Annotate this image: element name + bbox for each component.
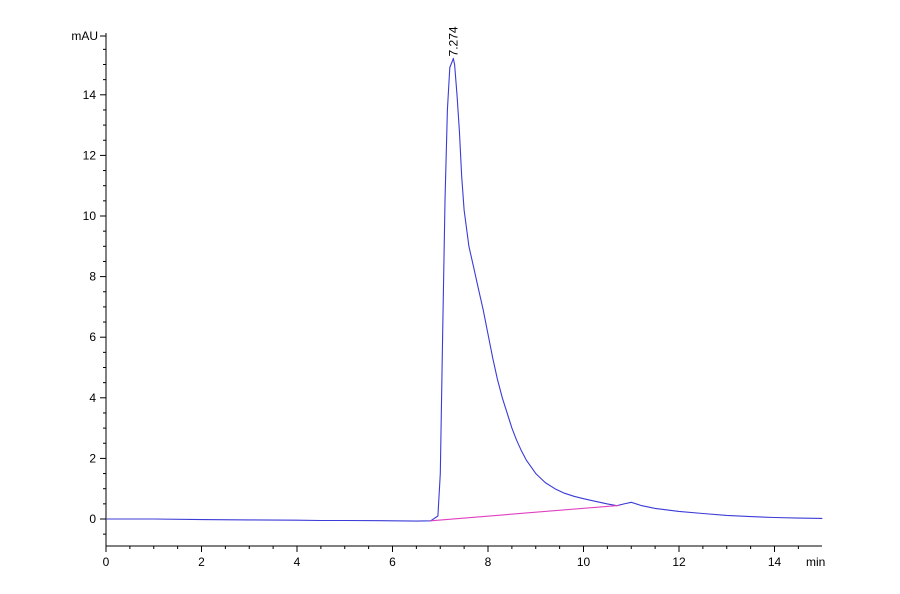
y-tick-label: 6 <box>89 330 96 344</box>
axes <box>105 33 822 547</box>
y-tick-label: 0 <box>89 512 96 526</box>
y-tick-label: 8 <box>89 270 96 284</box>
y-axis-unit-label: mAU <box>71 29 98 43</box>
y-tick-label: 10 <box>83 209 97 223</box>
ticks: 0 2 4 6 8 10 12 14 0 2 4 6 8 10 12 14 <box>83 35 799 569</box>
x-tick-label: 4 <box>294 555 301 569</box>
y-tick-label: 2 <box>89 451 96 465</box>
x-tick-label: 0 <box>103 555 110 569</box>
x-tick-label: 8 <box>485 555 492 569</box>
x-tick-label: 2 <box>198 555 205 569</box>
peak-label: 7.274 <box>446 26 460 56</box>
x-tick-label: 14 <box>768 555 782 569</box>
plot-area: 7.274 <box>106 26 823 522</box>
x-tick-label: 12 <box>672 555 686 569</box>
x-tick-label: 10 <box>577 555 591 569</box>
x-tick-label: 6 <box>389 555 396 569</box>
y-tick-label: 12 <box>83 148 97 162</box>
y-tick-label: 14 <box>83 88 97 102</box>
baseline-trace <box>430 504 620 522</box>
y-tick-label: 4 <box>89 391 96 405</box>
signal-trace <box>106 57 823 522</box>
x-axis-unit-label: min <box>806 555 825 569</box>
